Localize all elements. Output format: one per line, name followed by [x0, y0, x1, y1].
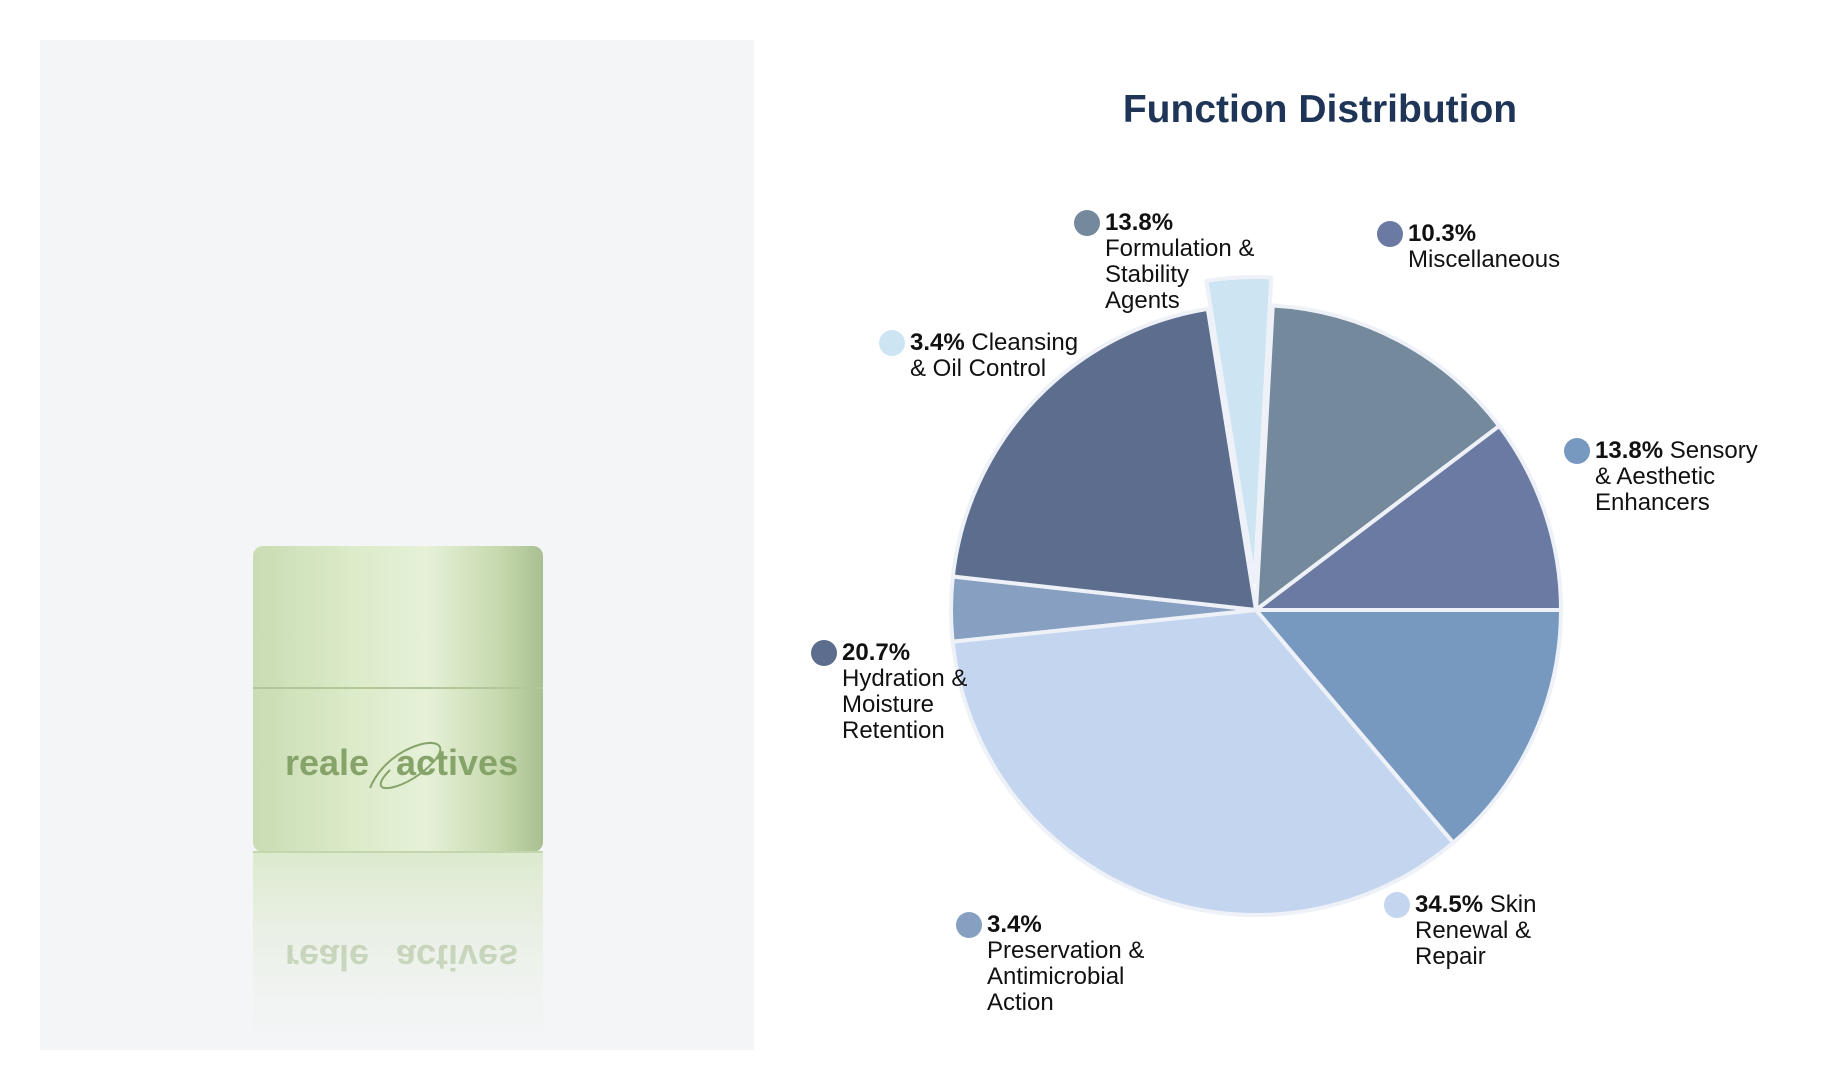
- product-jar-illustration: reale actives reale actives: [253, 546, 543, 1050]
- slice-label-text: Miscellaneous: [1408, 246, 1561, 273]
- slice-percent: 20.7%: [842, 639, 911, 666]
- slice-label-text: Renewal &: [1415, 917, 1532, 944]
- slice-label-text: Action: [987, 989, 1054, 1016]
- pie-slice-miscellaneous: [1254, 423, 1563, 612]
- legend-dot-icon: [1564, 438, 1590, 464]
- jar-reflection: [253, 852, 543, 1050]
- slice-percent: 13.8%: [1105, 209, 1174, 236]
- chart-title: Function Distribution: [1122, 88, 1518, 131]
- jar-logo-left: reale: [285, 742, 369, 783]
- slice-percent: 34.5%: [1415, 891, 1484, 918]
- slice-label: 13.8% Formulation & Stability Agents: [1074, 209, 1255, 314]
- legend-dot-icon: [1377, 221, 1403, 247]
- slice-percent: 3.4%: [910, 329, 965, 356]
- slice-label-text: Retention: [842, 717, 945, 744]
- slice-label-text: Stability: [1105, 261, 1190, 288]
- pie-slice-formulation-stability-agents: [1254, 303, 1502, 612]
- slice-label-text: Hydration &: [842, 665, 968, 692]
- pie-slice-skin-renewal-repair: [950, 608, 1456, 917]
- slice-label-text: Antimicrobial: [987, 963, 1125, 990]
- legend-dot-icon: [1384, 892, 1410, 918]
- slice-label: 3.4% Cleansing & Oil Control: [879, 329, 1078, 382]
- legend-dot-icon: [811, 640, 837, 666]
- slice-label-text: Enhancers: [1595, 489, 1710, 516]
- slice-label: 3.4% Preservation & Antimicrobial Action: [956, 911, 1145, 1016]
- slice-label-text: Formulation &: [1105, 235, 1255, 262]
- slice-label-text: & Aesthetic: [1595, 463, 1716, 490]
- slice-percent: 3.4%: [987, 911, 1042, 938]
- slice-label: 20.7% Hydration & Moisture Retention: [811, 639, 968, 744]
- jar-logo-reflection-left: reale: [285, 937, 369, 978]
- slice-percent: 10.3%: [1408, 220, 1477, 247]
- legend-dot-icon: [956, 912, 982, 938]
- slice-label-text: Agents: [1105, 287, 1180, 314]
- slice-label: 13.8% Sensory & Aesthetic Enhancers: [1564, 437, 1758, 516]
- slice-label-text: Preservation &: [987, 937, 1145, 964]
- jar-logo-reflection-right: actives: [396, 937, 518, 978]
- slice-label-text: Moisture: [842, 691, 935, 718]
- slice-label: 10.3% Miscellaneous: [1377, 220, 1561, 273]
- slice-percent: 13.8%: [1595, 437, 1664, 464]
- legend-dot-icon: [879, 330, 905, 356]
- legend-dot-icon: [1074, 210, 1100, 236]
- slice-label-text: & Oil Control: [910, 355, 1047, 382]
- pie-slice-sensory-aesthetic-enhancers: [1254, 608, 1563, 845]
- jar-logo-swirl: [369, 742, 442, 790]
- slice-label-text: Repair: [1415, 943, 1486, 970]
- slice-label: 34.5% Skin Renewal & Repair: [1384, 891, 1536, 970]
- pie-slice-hydration-moisture-retention: [950, 306, 1258, 612]
- pie-slice-cleansing-oil-control: [1204, 275, 1274, 585]
- product-image: reale actives reale actives: [40, 40, 754, 1050]
- jar-body: [253, 546, 543, 852]
